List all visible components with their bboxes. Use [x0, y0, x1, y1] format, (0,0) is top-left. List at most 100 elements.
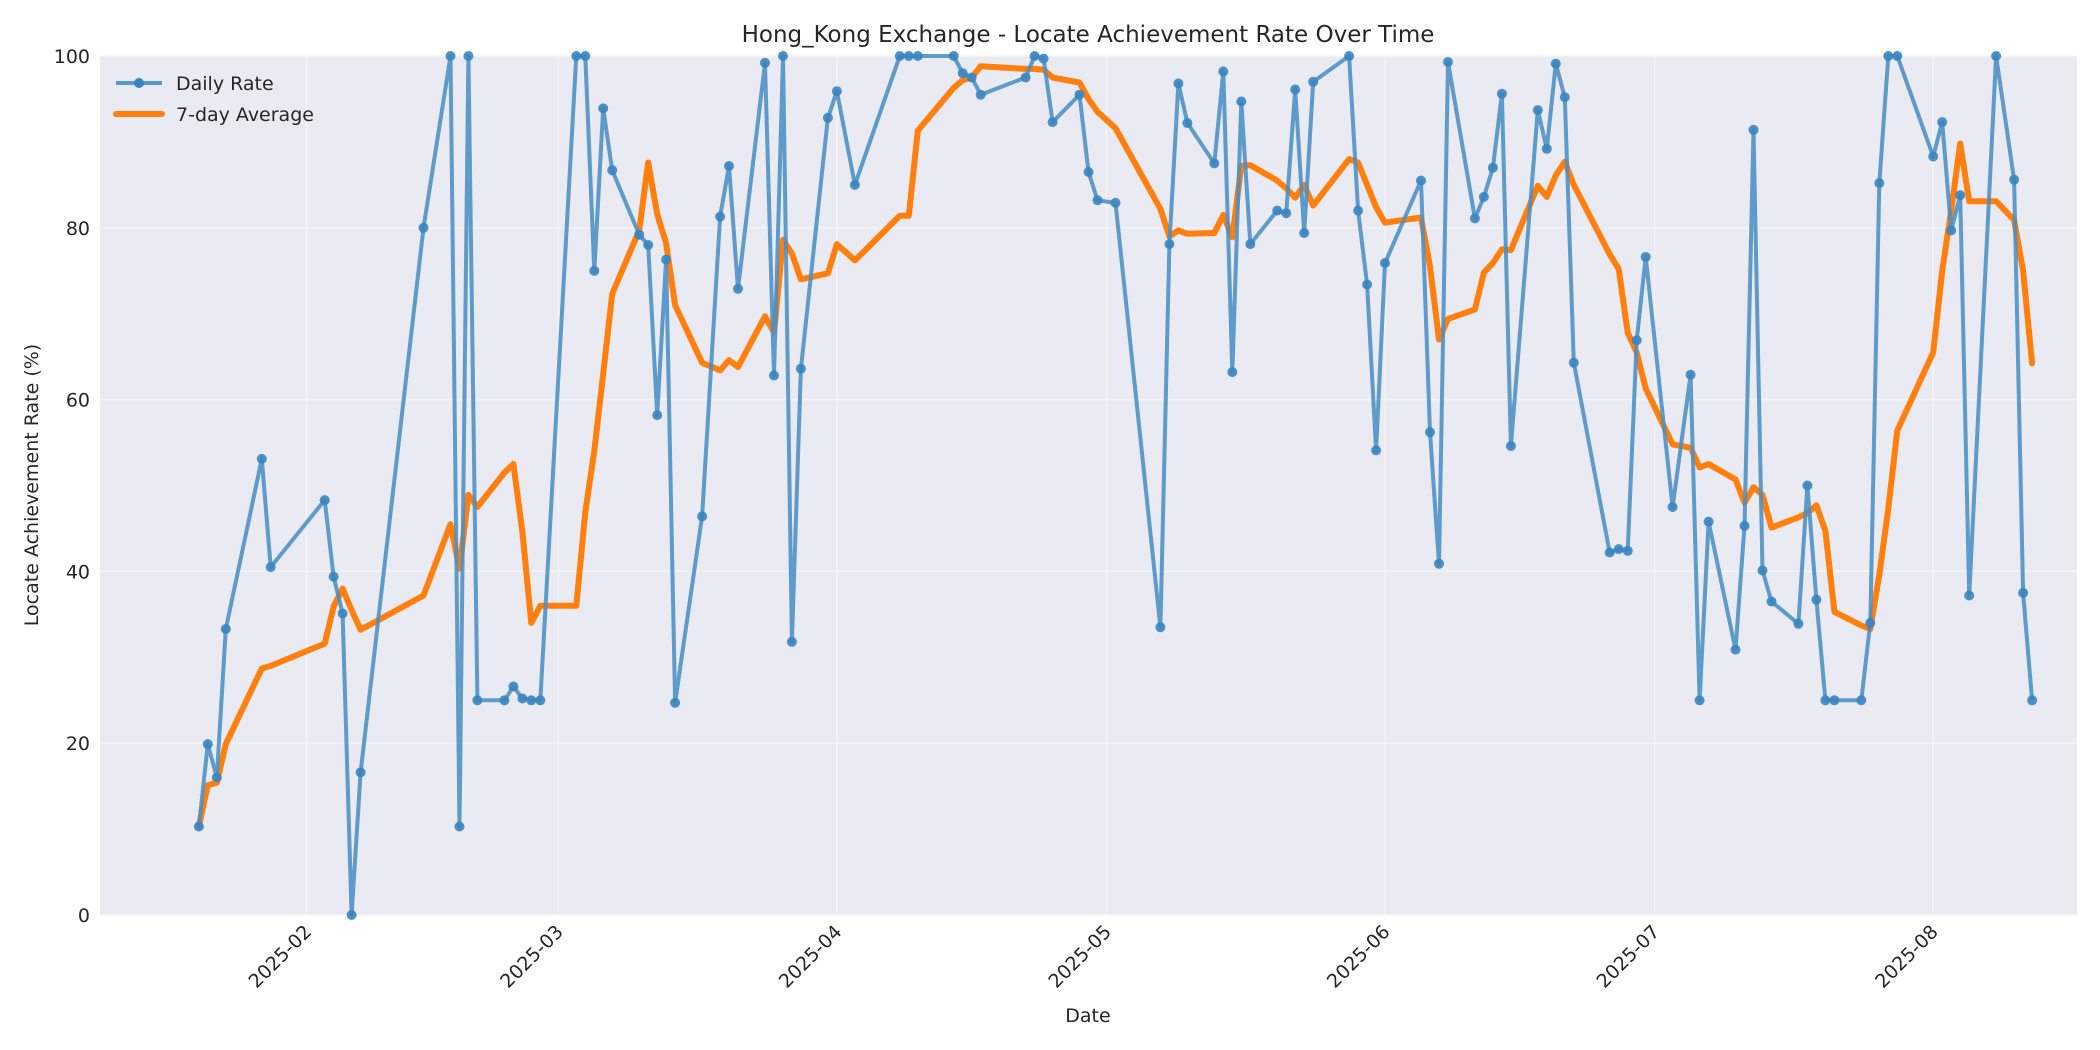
daily-rate-marker	[220, 624, 231, 634]
daily-rate-marker	[1236, 96, 1247, 107]
daily-rate-marker	[1272, 205, 1283, 216]
daily-rate-marker	[1443, 57, 1453, 67]
daily-rate-marker	[1164, 239, 1175, 250]
daily-rate-marker	[1532, 105, 1543, 116]
daily-rate-marker	[1568, 357, 1579, 368]
chart-title: Hong_Kong Exchange - Locate Achievement …	[742, 22, 1435, 48]
plot-area	[100, 56, 2077, 915]
daily-rate-marker	[1353, 205, 1364, 216]
series-7day-average	[195, 63, 2036, 830]
daily-rate-marker	[211, 772, 222, 783]
daily-rate-marker	[1856, 695, 1867, 706]
y-tick-label: 20	[66, 733, 90, 755]
daily-rate-marker	[1604, 547, 1615, 558]
daily-rate-marker	[715, 211, 726, 222]
daily-rate-marker	[1182, 118, 1193, 128]
daily-rate-marker	[786, 636, 797, 647]
daily-rate-marker	[193, 821, 204, 832]
daily-rate-marker	[1371, 445, 1382, 456]
daily-rate-marker	[1928, 151, 1939, 162]
daily-rate-marker	[822, 112, 833, 123]
daily-rate-marker	[1362, 279, 1373, 290]
daily-rate-marker	[1991, 51, 2002, 61]
daily-rate-marker	[1802, 480, 1813, 491]
series-daily-rate	[193, 51, 2038, 920]
daily-rate-marker	[652, 410, 663, 421]
legend-daily-marker-icon	[134, 78, 144, 88]
daily-rate-marker	[894, 51, 905, 61]
daily-rate-marker	[1344, 51, 1355, 61]
y-axis-label: Locate Achievement Rate (%)	[21, 344, 43, 626]
daily-rate-marker	[1299, 228, 1310, 238]
legend-item-7day-average: 7-day Average	[113, 104, 314, 126]
daily-rate-marker	[1829, 695, 1840, 706]
y-tick-labels: 0 20 40 60 80 100	[54, 46, 90, 927]
daily-rate-marker	[517, 693, 528, 704]
daily-rate-marker	[903, 51, 914, 61]
daily-rate-marker	[472, 695, 483, 706]
daily-rate-marker	[643, 240, 654, 250]
daily-rate-marker	[337, 608, 348, 619]
daily-rate-marker	[445, 51, 456, 61]
daily-rate-marker	[2018, 587, 2029, 598]
daily-rate-marker	[1559, 92, 1570, 103]
daily-rate-marker	[2027, 695, 2038, 706]
daily-rate-marker	[256, 453, 267, 464]
daily-rate-marker	[1892, 51, 1903, 61]
daily-rate-marker	[571, 51, 582, 61]
daily-rate-marker	[1478, 191, 1489, 202]
daily-rate-marker	[328, 571, 339, 582]
legend-label-daily: Daily Rate	[176, 73, 274, 95]
daily-rate-marker	[1074, 89, 1085, 100]
daily-rate-marker	[1425, 427, 1435, 438]
daily-rate-marker	[634, 229, 645, 240]
7day-average-line	[195, 63, 2036, 830]
daily-rate-marker	[1883, 51, 1894, 61]
daily-rate-marker	[975, 89, 986, 100]
daily-rate-marker	[795, 363, 806, 374]
daily-rate-marker	[1092, 195, 1103, 206]
daily-rate-marker	[1290, 84, 1301, 95]
daily-rate-marker	[1955, 190, 1966, 201]
y-tick-label: 40	[66, 561, 90, 583]
daily-rate-marker	[1748, 124, 1759, 135]
daily-rate-marker	[1416, 175, 1426, 186]
daily-rate-marker	[1487, 162, 1498, 173]
daily-rate-line	[196, 54, 2035, 917]
daily-rate-marker	[1020, 72, 1031, 83]
daily-rate-marker	[1640, 252, 1651, 262]
daily-rate-marker	[1622, 545, 1633, 556]
daily-rate-marker	[580, 51, 591, 61]
daily-rate-marker	[1613, 544, 1624, 555]
daily-rate-marker	[346, 910, 357, 920]
daily-rate-marker	[661, 254, 672, 265]
daily-rate-marker	[1667, 502, 1678, 512]
daily-rate-marker	[454, 821, 465, 832]
daily-rate-marker	[1029, 51, 1040, 61]
daily-rate-marker	[1793, 618, 1804, 629]
daily-rate-marker	[1820, 695, 1831, 706]
daily-rate-marker	[265, 562, 276, 573]
daily-rate-marker	[1865, 617, 1876, 628]
daily-rate-marker	[1964, 590, 1975, 601]
daily-rate-marker	[1110, 197, 1121, 208]
legend-item-daily-rate: Daily Rate	[116, 73, 274, 95]
daily-rate-marker	[849, 179, 860, 190]
daily-rate-marker	[769, 370, 779, 381]
daily-rate-marker	[1730, 644, 1741, 655]
x-axis-label: Date	[1065, 1005, 1110, 1027]
y-tick-label: 100	[54, 46, 90, 68]
daily-rate-marker	[1083, 167, 1094, 177]
daily-rate-marker	[1685, 369, 1696, 380]
daily-rate-marker	[1469, 213, 1480, 224]
daily-rate-marker	[733, 283, 743, 294]
daily-rate-marker	[1218, 66, 1229, 77]
daily-rate-marker	[607, 165, 618, 176]
daily-rate-marker	[1227, 367, 1238, 378]
daily-rate-marker	[2009, 174, 2020, 185]
daily-rate-marker	[1703, 516, 1714, 527]
daily-rate-marker	[1281, 208, 1292, 219]
daily-rate-marker	[966, 72, 977, 83]
daily-rate-marker	[1209, 158, 1220, 169]
